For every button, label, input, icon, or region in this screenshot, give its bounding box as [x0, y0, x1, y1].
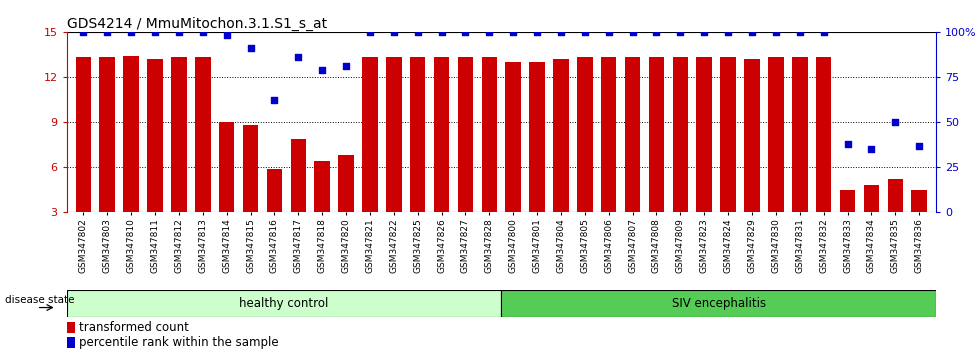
Bar [363, 57, 377, 212]
Text: GDS4214 / MmuMitochon.3.1.S1_s_at: GDS4214 / MmuMitochon.3.1.S1_s_at [67, 17, 326, 31]
Bar [243, 125, 259, 212]
Point [99, 29, 115, 35]
Point [720, 29, 736, 35]
Bar [458, 57, 473, 212]
Point [290, 54, 306, 60]
Point [195, 29, 211, 35]
Bar [792, 57, 808, 212]
Bar [67, 290, 502, 317]
Bar [75, 57, 91, 212]
Point [601, 29, 616, 35]
Bar [601, 57, 616, 212]
Point [744, 29, 760, 35]
Bar [123, 56, 139, 212]
Point [219, 33, 234, 38]
Point [888, 119, 904, 125]
Bar [172, 57, 186, 212]
Text: healthy control: healthy control [239, 297, 328, 310]
Bar [315, 161, 330, 212]
Bar [67, 337, 74, 348]
Text: disease state: disease state [5, 295, 74, 304]
Bar [147, 59, 163, 212]
Bar [577, 57, 593, 212]
Point [481, 29, 497, 35]
Point [649, 29, 664, 35]
Point [672, 29, 688, 35]
Text: SIV encephalitis: SIV encephalitis [671, 297, 765, 310]
Point [840, 141, 856, 147]
Bar [529, 62, 545, 212]
Point [338, 63, 354, 69]
Bar [888, 179, 903, 212]
Bar [195, 57, 211, 212]
Point [815, 29, 831, 35]
Bar [697, 57, 712, 212]
Bar [863, 185, 879, 212]
Point [362, 29, 377, 35]
Point [172, 29, 187, 35]
Point [315, 67, 330, 73]
Bar [502, 290, 936, 317]
Bar [554, 59, 568, 212]
Point [386, 29, 402, 35]
Point [553, 29, 568, 35]
Bar [290, 139, 306, 212]
Bar [338, 155, 354, 212]
Bar [434, 57, 449, 212]
Point [697, 29, 712, 35]
Bar [768, 57, 784, 212]
Bar [267, 169, 282, 212]
Bar [649, 57, 664, 212]
Bar [219, 122, 234, 212]
Bar [744, 59, 760, 212]
Bar [100, 57, 115, 212]
Text: transformed count: transformed count [79, 321, 189, 334]
Point [147, 29, 163, 35]
Bar [816, 57, 831, 212]
Point [863, 147, 879, 152]
Point [792, 29, 808, 35]
Point [911, 143, 927, 148]
Bar [410, 57, 425, 212]
Point [243, 45, 259, 51]
Text: percentile rank within the sample: percentile rank within the sample [79, 336, 278, 349]
Point [267, 98, 282, 103]
Point [434, 29, 450, 35]
Point [529, 29, 545, 35]
Point [577, 29, 593, 35]
Bar [481, 57, 497, 212]
Point [75, 29, 91, 35]
Bar [840, 190, 856, 212]
Bar [720, 57, 736, 212]
Point [506, 29, 521, 35]
Point [123, 29, 139, 35]
Point [410, 29, 425, 35]
Bar [67, 322, 74, 333]
Bar [386, 57, 402, 212]
Point [768, 29, 784, 35]
Point [458, 29, 473, 35]
Bar [506, 62, 521, 212]
Bar [672, 57, 688, 212]
Bar [625, 57, 640, 212]
Point [625, 29, 641, 35]
Bar [911, 190, 927, 212]
